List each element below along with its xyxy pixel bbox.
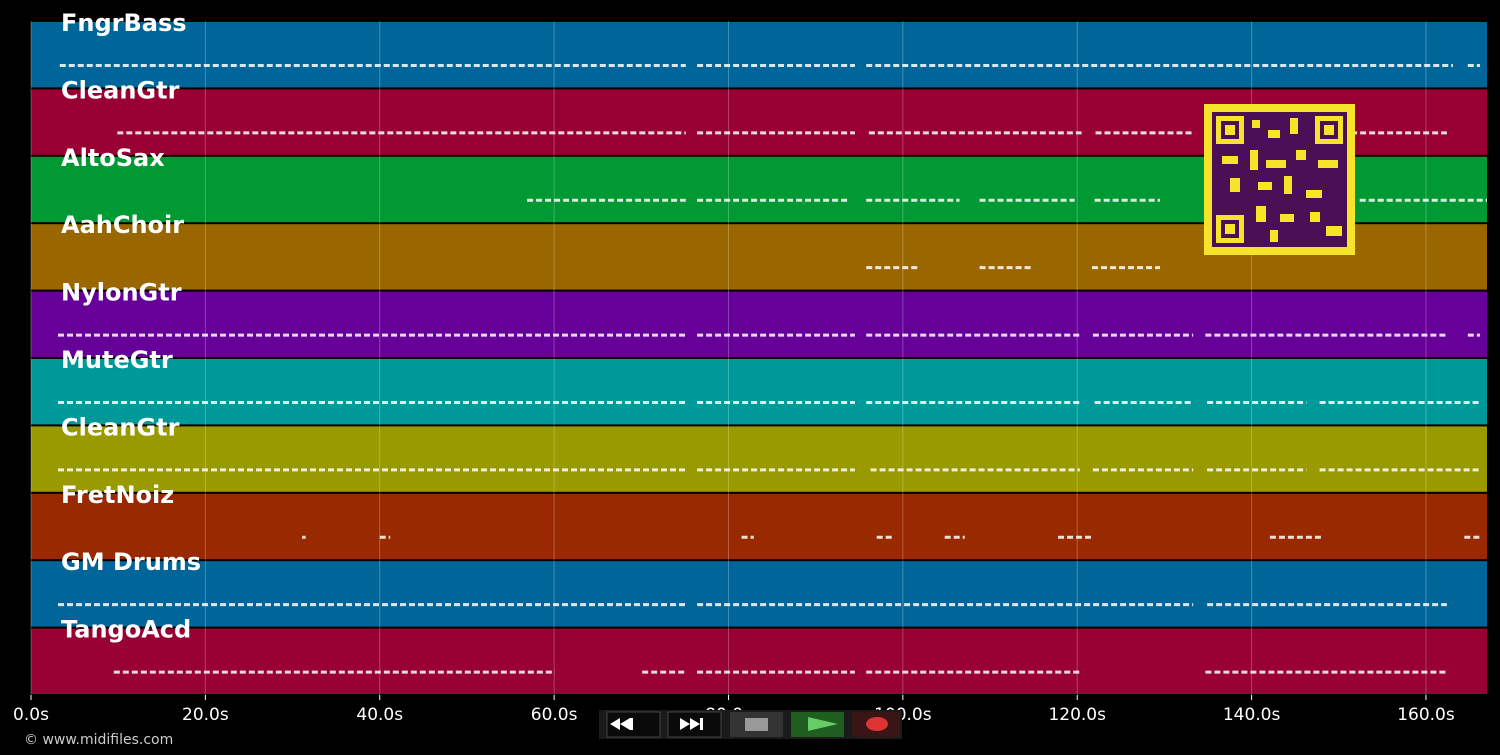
track-name: AltoSax <box>61 144 165 172</box>
x-tick-label: 140.0s <box>1223 705 1281 725</box>
x-tick-label: 40.0s <box>356 705 403 725</box>
qr-code <box>1204 104 1355 255</box>
track-name: MuteGtr <box>61 346 173 374</box>
track-name: GM Drums <box>61 548 201 576</box>
stop-button[interactable] <box>730 712 783 737</box>
x-tick-label: 60.0s <box>531 705 578 725</box>
track-name: AahChoir <box>61 211 184 239</box>
track-band <box>31 628 1487 694</box>
track-name: CleanGtr <box>61 413 180 441</box>
track-band <box>31 291 1487 357</box>
track-band <box>31 426 1487 492</box>
labels: FngrBass CleanGtr AltoSax AahChoir NylonGtr M… <box>61 9 201 644</box>
play-button[interactable] <box>791 712 844 737</box>
track-name: FretNoiz <box>61 481 174 509</box>
x-tick-label: 20.0s <box>182 705 229 725</box>
notes <box>58 63 1487 674</box>
track-band <box>31 493 1487 560</box>
track-band <box>31 561 1487 627</box>
x-tick-label: 120.0s <box>1048 705 1106 725</box>
copyright: © www.midifiles.com <box>24 732 173 748</box>
track-band <box>31 359 1487 425</box>
forward-button[interactable] <box>667 711 722 738</box>
track-name: FngrBass <box>61 9 187 37</box>
track-name: NylonGtr <box>61 279 182 307</box>
track-name: CleanGtr <box>61 76 180 104</box>
record-button[interactable] <box>852 712 900 737</box>
x-tick-label: 0.0s <box>13 705 49 725</box>
controls <box>599 710 902 739</box>
track-name: TangoAcd <box>61 616 191 644</box>
rewind-button[interactable] <box>606 711 661 738</box>
track-band <box>31 22 1487 88</box>
x-tick-label: 160.0s <box>1397 705 1455 725</box>
